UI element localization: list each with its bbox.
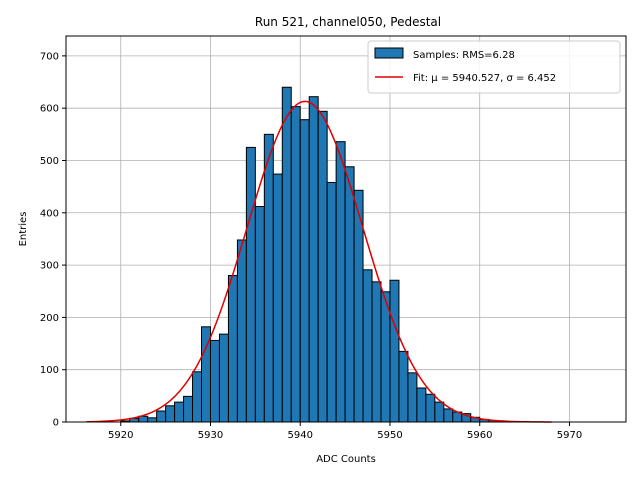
histogram-bar xyxy=(254,206,265,423)
y-tick-label: 300 xyxy=(40,261,59,272)
legend-box xyxy=(367,40,621,94)
histogram-bar xyxy=(335,141,346,423)
histogram-bar xyxy=(299,119,310,423)
y-tick-label: 0 xyxy=(53,418,59,429)
histogram-bar xyxy=(326,181,337,423)
x-tick-label: 5920 xyxy=(108,430,133,441)
histogram-bar xyxy=(236,239,247,423)
histogram-bar xyxy=(407,372,418,423)
histogram-bar xyxy=(174,401,185,423)
y-axis-label: Entries xyxy=(18,212,29,247)
x-tick-label: 5950 xyxy=(377,430,402,441)
histogram-bar xyxy=(245,146,256,423)
histogram-bar xyxy=(281,86,292,423)
histogram-bar xyxy=(398,350,409,423)
histogram-bar xyxy=(192,371,203,423)
x-tick-label: 5970 xyxy=(557,430,582,441)
y-tick-label: 200 xyxy=(40,313,59,324)
histogram-bar xyxy=(183,395,194,423)
y-tick-label: 700 xyxy=(40,51,59,62)
histogram-bar xyxy=(227,275,238,423)
y-tick-label: 500 xyxy=(40,156,59,167)
histogram-bar xyxy=(209,339,220,423)
histogram-bar xyxy=(344,166,355,423)
fit-curve-group xyxy=(86,100,552,423)
histogram-bar xyxy=(362,269,373,423)
histogram-bar xyxy=(371,281,382,423)
histogram-bar xyxy=(425,393,436,423)
histogram-bar xyxy=(263,133,274,423)
legend-samples-label: Samples: RMS=6.28 xyxy=(413,50,515,61)
x-tick-label: 5960 xyxy=(467,430,492,441)
legend-fit-label: Fit: μ = 5940.527, σ = 6.452 xyxy=(413,73,556,84)
histogram-bar xyxy=(389,279,400,423)
y-tick-label: 600 xyxy=(40,104,59,115)
histogram-bar xyxy=(290,106,301,423)
histogram-bar xyxy=(272,173,283,423)
histogram-bars xyxy=(120,86,517,423)
histogram-bar xyxy=(218,333,229,423)
histogram-bar xyxy=(156,410,167,423)
legend: Samples: RMS=6.28 Fit: μ = 5940.527, σ =… xyxy=(367,40,621,94)
histogram-bar xyxy=(443,408,454,423)
histogram-bar xyxy=(317,110,328,423)
fit-curve xyxy=(86,100,552,423)
x-axis-ticks: 5920 5930 5940 5950 5960 5970 xyxy=(108,422,582,441)
histogram-bar xyxy=(165,405,176,423)
y-tick-label: 400 xyxy=(40,208,59,219)
x-axis-label: ADC Counts xyxy=(316,454,376,465)
y-tick-label: 100 xyxy=(40,365,59,376)
plot-frame xyxy=(65,35,627,423)
histogram-bar xyxy=(147,417,158,423)
histogram-bar xyxy=(416,387,427,423)
y-axis-ticks: 0 100 200 300 400 500 600 700 xyxy=(40,51,66,429)
histogram-bar xyxy=(308,96,319,423)
histogram-bar xyxy=(434,401,445,423)
x-tick-label: 5940 xyxy=(288,430,313,441)
chart-title: Run 521, channel050, Pedestal xyxy=(255,15,441,29)
legend-samples-swatch xyxy=(374,47,404,59)
x-tick-label: 5930 xyxy=(198,430,223,441)
